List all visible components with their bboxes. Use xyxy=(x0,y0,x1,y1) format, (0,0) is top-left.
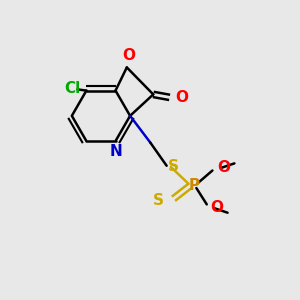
Text: S: S xyxy=(153,193,164,208)
Text: S: S xyxy=(168,159,179,174)
Text: O: O xyxy=(211,200,224,215)
Text: O: O xyxy=(176,90,189,105)
Text: P: P xyxy=(189,178,200,193)
Text: O: O xyxy=(218,160,230,175)
Text: Cl: Cl xyxy=(64,81,80,96)
Text: O: O xyxy=(122,48,135,63)
Text: N: N xyxy=(109,144,122,159)
